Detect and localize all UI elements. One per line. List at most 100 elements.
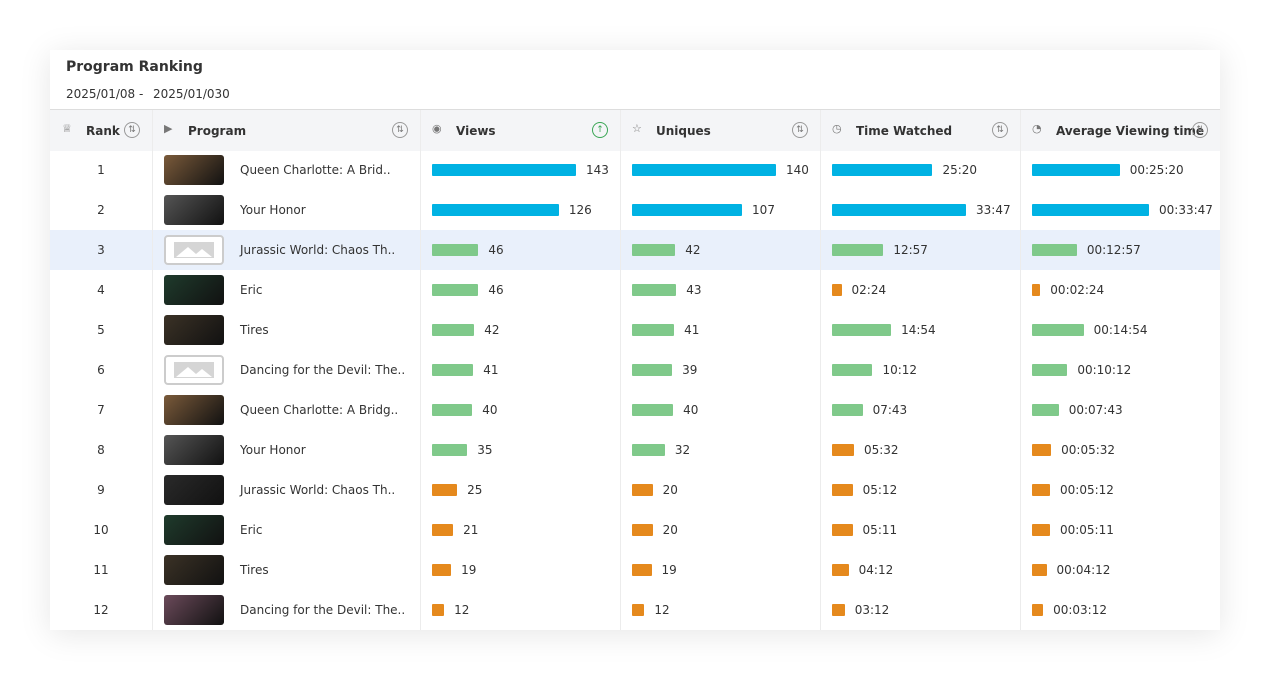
sort-button[interactable]: ⇅ <box>992 122 1008 138</box>
bar-value: 143 <box>586 163 609 177</box>
program-name: Queen Charlotte: A Bridg.. <box>240 403 399 417</box>
bar-value: 00:33:47 <box>1159 203 1213 217</box>
column-divider <box>820 110 821 630</box>
header-icon: ◷ <box>832 122 842 135</box>
bar-value: 00:14:54 <box>1093 323 1148 337</box>
column-header: Time Watched <box>856 124 953 138</box>
column-divider <box>620 110 621 630</box>
rank: 10 <box>93 523 109 537</box>
bar <box>432 444 468 456</box>
bar-value: 00:10:12 <box>1077 363 1132 377</box>
bar-value: 05:11 <box>862 523 898 537</box>
bar <box>1032 364 1068 376</box>
sort-button[interactable]: ⇅ <box>792 122 808 138</box>
column-header: Rank <box>86 124 120 138</box>
thumbnail <box>164 275 224 305</box>
program-name: Eric <box>240 283 263 297</box>
bar-value: 42 <box>484 323 500 337</box>
bar <box>632 444 665 456</box>
bar <box>832 204 966 216</box>
bar <box>832 244 884 256</box>
rank: 11 <box>93 563 109 577</box>
header-icon: ▶ <box>164 122 173 135</box>
thumbnail <box>164 555 224 585</box>
bar <box>432 164 576 176</box>
program-name: Dancing for the Devil: The.. <box>240 603 406 617</box>
bar <box>832 604 845 616</box>
thumbnail <box>164 395 224 425</box>
bar-value: 20 <box>662 483 678 497</box>
date-sep: - <box>139 87 144 101</box>
bar-value: 05:32 <box>863 443 899 457</box>
bar <box>1032 484 1050 496</box>
header-icon: ◉ <box>432 122 442 135</box>
thumbnail <box>164 595 224 625</box>
bar <box>432 484 458 496</box>
bar <box>632 364 673 376</box>
column-header: Views <box>456 124 496 138</box>
program-name: Jurassic World: Chaos Th.. <box>240 483 396 497</box>
thumbnail <box>164 155 224 185</box>
bar <box>632 244 676 256</box>
bar-value: 40 <box>683 403 699 417</box>
bar-value: 19 <box>461 563 477 577</box>
sort-button[interactable]: ⇅ <box>1192 122 1208 138</box>
bar <box>832 524 853 536</box>
bar <box>432 364 474 376</box>
bar <box>832 444 854 456</box>
sort-button[interactable]: ⇅ <box>392 122 408 138</box>
program-name: Your Honor <box>240 203 306 217</box>
rank: 12 <box>93 603 109 617</box>
bar <box>1032 164 1120 176</box>
table-header <box>50 109 1220 151</box>
bar-value: 02:24 <box>851 283 887 297</box>
program-name: Your Honor <box>240 443 306 457</box>
program-name: Tires <box>240 563 269 577</box>
rank: 7 <box>97 403 105 417</box>
bar-value: 00:02:24 <box>1050 283 1105 297</box>
bar <box>1032 204 1149 216</box>
sort-button[interactable]: ⇅ <box>124 122 140 138</box>
bar <box>832 364 873 376</box>
bar <box>432 204 559 216</box>
bar-value: 21 <box>463 523 479 537</box>
column-header: Program <box>188 124 247 138</box>
date-end: 2025/01/030 <box>153 87 230 101</box>
placeholder-icon <box>174 242 214 258</box>
bar <box>632 404 674 416</box>
bar-value: 03:12 <box>854 603 890 617</box>
bar <box>1032 244 1077 256</box>
bar <box>832 324 892 336</box>
bar-value: 46 <box>488 243 504 257</box>
bar <box>1032 404 1059 416</box>
program-name: Tires <box>240 323 269 337</box>
rank: 3 <box>97 243 105 257</box>
rank: 6 <box>97 363 105 377</box>
placeholder-icon <box>174 362 214 378</box>
thumbnail <box>164 515 224 545</box>
bar-value: 10:12 <box>882 363 918 377</box>
bar <box>1032 604 1044 616</box>
column-header: Average Viewing time <box>1056 124 1205 138</box>
bar <box>832 164 933 176</box>
bar-value: 42 <box>685 243 701 257</box>
bar-value: 35 <box>477 443 493 457</box>
bar-value: 12 <box>454 603 470 617</box>
bar <box>632 204 743 216</box>
bar <box>1032 524 1050 536</box>
bar <box>1032 324 1084 336</box>
thumbnail <box>164 315 224 345</box>
rank: 1 <box>97 163 105 177</box>
rank: 5 <box>97 323 105 337</box>
bar <box>432 284 479 296</box>
bar-value: 00:07:43 <box>1068 403 1123 417</box>
bar-value: 00:05:12 <box>1060 483 1114 497</box>
bar <box>632 284 677 296</box>
header-icon: ◔ <box>1032 122 1042 135</box>
bar-value: 41 <box>483 363 499 377</box>
sort-button[interactable]: ↑ <box>592 122 608 138</box>
bar-value: 04:12 <box>858 563 894 577</box>
thumbnail-placeholder <box>164 235 224 265</box>
bar <box>1032 564 1047 576</box>
bar-value: 00:04:12 <box>1056 563 1111 577</box>
